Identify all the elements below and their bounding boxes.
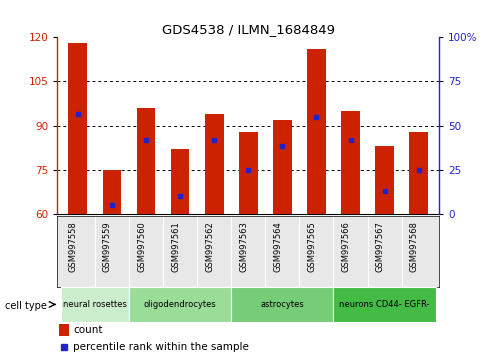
Text: percentile rank within the sample: percentile rank within the sample <box>73 342 250 352</box>
Text: astrocytes: astrocytes <box>260 300 304 309</box>
Text: neurons CD44- EGFR-: neurons CD44- EGFR- <box>339 300 430 309</box>
Title: GDS4538 / ILMN_1684849: GDS4538 / ILMN_1684849 <box>162 23 335 36</box>
Bar <box>273 120 292 214</box>
Bar <box>59 324 69 336</box>
Bar <box>333 287 436 322</box>
Text: GSM997560: GSM997560 <box>137 222 146 272</box>
Text: GSM997559: GSM997559 <box>103 222 112 272</box>
Text: GSM997567: GSM997567 <box>376 222 385 273</box>
Text: count: count <box>73 325 103 336</box>
Text: GSM997565: GSM997565 <box>307 222 316 272</box>
Text: oligodendrocytes: oligodendrocytes <box>144 300 217 309</box>
Bar <box>375 146 394 214</box>
Bar <box>205 114 224 214</box>
Bar <box>341 111 360 214</box>
Text: GSM997561: GSM997561 <box>171 222 180 272</box>
Bar <box>103 170 121 214</box>
Bar <box>171 149 190 214</box>
Text: GSM997562: GSM997562 <box>205 222 214 272</box>
Bar <box>239 132 257 214</box>
Text: cell type: cell type <box>5 301 47 311</box>
Text: GSM997564: GSM997564 <box>273 222 282 272</box>
Text: GSM997568: GSM997568 <box>410 222 419 273</box>
Text: GSM997558: GSM997558 <box>69 222 78 272</box>
Bar <box>409 132 428 214</box>
Bar <box>307 49 326 214</box>
Bar <box>61 287 129 322</box>
Text: GSM997563: GSM997563 <box>239 222 248 273</box>
Text: neural rosettes: neural rosettes <box>63 300 127 309</box>
Text: GSM997566: GSM997566 <box>341 222 350 273</box>
Bar <box>68 43 87 214</box>
Bar <box>137 108 155 214</box>
Bar <box>231 287 333 322</box>
Bar <box>129 287 231 322</box>
